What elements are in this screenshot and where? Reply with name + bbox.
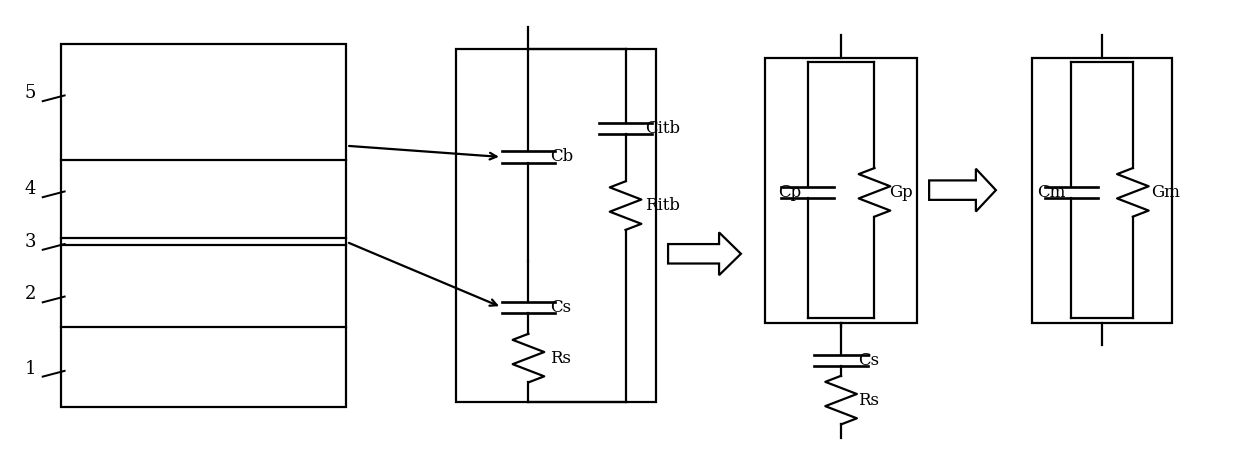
Bar — [1032, 58, 1172, 323]
Bar — [766, 58, 917, 323]
Polygon shape — [668, 232, 741, 275]
Text: Cb: Cb — [550, 148, 574, 166]
Text: Cm: Cm — [1037, 184, 1066, 201]
Text: Cs: Cs — [859, 352, 880, 369]
Text: Rs: Rs — [550, 350, 571, 367]
Text: 3: 3 — [25, 233, 36, 251]
Text: 4: 4 — [25, 180, 36, 198]
Text: Cs: Cs — [550, 299, 571, 316]
Text: 2: 2 — [25, 285, 36, 304]
Text: Rs: Rs — [859, 391, 880, 409]
Polygon shape — [929, 169, 996, 212]
Text: Gm: Gm — [1151, 184, 1180, 201]
Bar — [61, 44, 346, 407]
Text: Citb: Citb — [646, 120, 680, 137]
Text: Gp: Gp — [890, 184, 913, 201]
Text: 5: 5 — [25, 84, 36, 102]
Bar — [456, 49, 655, 402]
Text: Ritb: Ritb — [646, 197, 680, 214]
Text: Cp: Cp — [778, 184, 802, 201]
Text: 1: 1 — [25, 359, 36, 377]
